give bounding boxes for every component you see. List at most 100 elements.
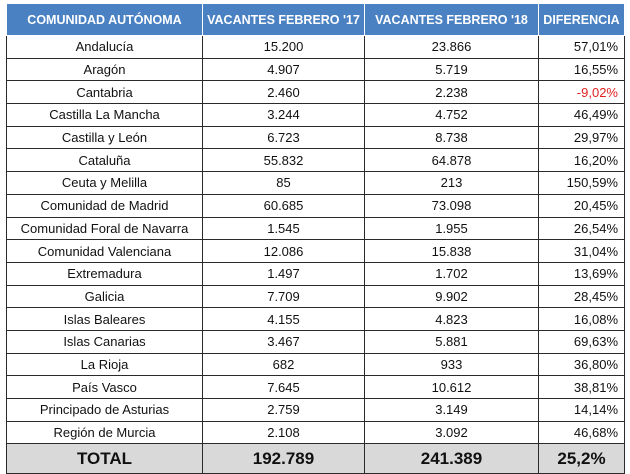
cell-vacancies-2017: 6.723 bbox=[202, 125, 365, 150]
cell-difference: 16,20% bbox=[538, 148, 625, 173]
cell-region: Comunidad Valenciana bbox=[6, 239, 203, 263]
cell-vacancies-2017: 1.497 bbox=[202, 261, 365, 286]
table-row: La Rioja 682 933 36,80% bbox=[6, 352, 625, 377]
cell-difference: 150,59% bbox=[538, 171, 625, 195]
cell-vacancies-2017: 12.086 bbox=[202, 239, 365, 263]
total-row: TOTAL 192.789 241.389 25,2% bbox=[6, 443, 625, 474]
table-row: Comunidad de Madrid 60.685 73.098 20,45% bbox=[6, 193, 625, 218]
cell-region: Comunidad Foral de Navarra bbox=[6, 216, 203, 241]
cell-region: Principado de Asturias bbox=[6, 398, 203, 422]
header-row: COMUNIDAD AUTÓNOMA VACANTES FEBRERO '17 … bbox=[6, 3, 625, 36]
cell-vacancies-2017: 2.460 bbox=[202, 80, 365, 105]
cell-difference: 29,97% bbox=[538, 125, 625, 150]
cell-vacancies-2017: 85 bbox=[202, 171, 365, 195]
total-label: TOTAL bbox=[6, 443, 203, 474]
cell-vacancies-2017: 7.709 bbox=[202, 284, 365, 309]
header-region: COMUNIDAD AUTÓNOMA bbox=[6, 3, 203, 36]
table-row: Galicia 7.709 9.902 28,45% bbox=[6, 284, 625, 309]
cell-difference: 46,49% bbox=[538, 103, 625, 127]
vacancies-table: COMUNIDAD AUTÓNOMA VACANTES FEBRERO '17 … bbox=[6, 3, 625, 474]
cell-vacancies-2017: 682 bbox=[202, 352, 365, 377]
cell-vacancies-2018: 23.866 bbox=[364, 35, 539, 59]
cell-vacancies-2018: 4.752 bbox=[364, 103, 539, 127]
cell-difference: 36,80% bbox=[538, 352, 625, 377]
cell-vacancies-2017: 3.467 bbox=[202, 329, 365, 354]
table-row: Cantabria 2.460 2.238 -9,02% bbox=[6, 80, 625, 105]
cell-region: Castilla La Mancha bbox=[6, 103, 203, 127]
cell-region: Región de Murcia bbox=[6, 420, 203, 445]
cell-difference: 20,45% bbox=[538, 193, 625, 218]
cell-difference: 28,45% bbox=[538, 284, 625, 309]
cell-region: Cataluña bbox=[6, 148, 203, 173]
table-row: Principado de Asturias 2.759 3.149 14,14% bbox=[6, 398, 625, 422]
header-difference: DIFERENCIA bbox=[538, 3, 625, 36]
cell-vacancies-2018: 1.702 bbox=[364, 261, 539, 286]
cell-region: La Rioja bbox=[6, 352, 203, 377]
cell-region: Extremadura bbox=[6, 261, 203, 286]
table-row: Islas Canarias 3.467 5.881 69,63% bbox=[6, 329, 625, 354]
table-row: Castilla y León 6.723 8.738 29,97% bbox=[6, 125, 625, 150]
cell-difference: 13,69% bbox=[538, 261, 625, 286]
cell-difference: -9,02% bbox=[538, 80, 625, 105]
table-row: Cataluña 55.832 64.878 16,20% bbox=[6, 148, 625, 173]
cell-difference: 31,04% bbox=[538, 239, 625, 263]
cell-difference: 38,81% bbox=[538, 375, 625, 399]
table-row: Aragón 4.907 5.719 16,55% bbox=[6, 57, 625, 82]
cell-difference: 26,54% bbox=[538, 216, 625, 241]
cell-vacancies-2018: 5.881 bbox=[364, 329, 539, 354]
cell-vacancies-2018: 9.902 bbox=[364, 284, 539, 309]
cell-difference: 16,08% bbox=[538, 307, 625, 331]
cell-vacancies-2017: 4.907 bbox=[202, 57, 365, 82]
cell-difference: 16,55% bbox=[538, 57, 625, 82]
cell-region: Galicia bbox=[6, 284, 203, 309]
cell-difference: 14,14% bbox=[538, 398, 625, 422]
cell-vacancies-2018: 3.092 bbox=[364, 420, 539, 445]
table-row: Islas Baleares 4.155 4.823 16,08% bbox=[6, 307, 625, 331]
cell-region: Andalucía bbox=[6, 35, 203, 59]
cell-vacancies-2018: 213 bbox=[364, 171, 539, 195]
cell-vacancies-2018: 73.098 bbox=[364, 193, 539, 218]
cell-vacancies-2018: 1.955 bbox=[364, 216, 539, 241]
table-row: Región de Murcia 2.108 3.092 46,68% bbox=[6, 420, 625, 445]
cell-vacancies-2017: 2.108 bbox=[202, 420, 365, 445]
cell-vacancies-2017: 2.759 bbox=[202, 398, 365, 422]
total-difference: 25,2% bbox=[538, 443, 625, 474]
cell-vacancies-2017: 7.645 bbox=[202, 375, 365, 399]
cell-region: Islas Baleares bbox=[6, 307, 203, 331]
cell-vacancies-2017: 55.832 bbox=[202, 148, 365, 173]
cell-region: Ceuta y Melilla bbox=[6, 171, 203, 195]
cell-vacancies-2017: 1.545 bbox=[202, 216, 365, 241]
table-body: Andalucía 15.200 23.866 57,01% Aragón 4.907 5.… bbox=[6, 35, 625, 474]
cell-vacancies-2018: 4.823 bbox=[364, 307, 539, 331]
cell-vacancies-2018: 3.149 bbox=[364, 398, 539, 422]
table-row: Comunidad Valenciana 12.086 15.838 31,04% bbox=[6, 239, 625, 263]
table-row: Ceuta y Melilla 85 213 150,59% bbox=[6, 171, 625, 195]
cell-region: Comunidad de Madrid bbox=[6, 193, 203, 218]
cell-vacancies-2017: 15.200 bbox=[202, 35, 365, 59]
total-vacancies-2017: 192.789 bbox=[202, 443, 365, 474]
table-row: Andalucía 15.200 23.866 57,01% bbox=[6, 35, 625, 59]
cell-region: Castilla y León bbox=[6, 125, 203, 150]
cell-vacancies-2018: 933 bbox=[364, 352, 539, 377]
cell-region: Cantabria bbox=[6, 80, 203, 105]
header-vacancies-2017: VACANTES FEBRERO '17 bbox=[202, 3, 365, 36]
header-vacancies-2018: VACANTES FEBRERO '18 bbox=[364, 3, 539, 36]
cell-vacancies-2018: 64.878 bbox=[364, 148, 539, 173]
cell-vacancies-2017: 4.155 bbox=[202, 307, 365, 331]
cell-region: Aragón bbox=[6, 57, 203, 82]
cell-vacancies-2017: 60.685 bbox=[202, 193, 365, 218]
cell-vacancies-2017: 3.244 bbox=[202, 103, 365, 127]
cell-difference: 57,01% bbox=[538, 35, 625, 59]
cell-difference: 46,68% bbox=[538, 420, 625, 445]
cell-region: Islas Canarias bbox=[6, 329, 203, 354]
cell-difference: 69,63% bbox=[538, 329, 625, 354]
cell-vacancies-2018: 10.612 bbox=[364, 375, 539, 399]
table-header: COMUNIDAD AUTÓNOMA VACANTES FEBRERO '17 … bbox=[6, 3, 625, 36]
table-row: Comunidad Foral de Navarra 1.545 1.955 26,5… bbox=[6, 216, 625, 241]
cell-vacancies-2018: 15.838 bbox=[364, 239, 539, 263]
cell-vacancies-2018: 2.238 bbox=[364, 80, 539, 105]
table-row: Extremadura 1.497 1.702 13,69% bbox=[6, 261, 625, 286]
cell-region: País Vasco bbox=[6, 375, 203, 399]
cell-vacancies-2018: 8.738 bbox=[364, 125, 539, 150]
total-vacancies-2018: 241.389 bbox=[364, 443, 539, 474]
